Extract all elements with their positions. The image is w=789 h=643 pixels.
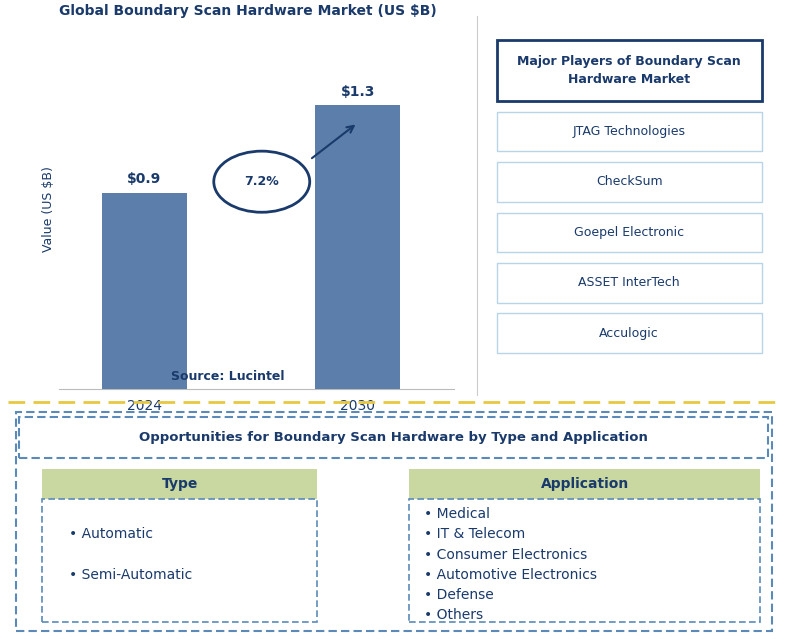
FancyBboxPatch shape <box>409 500 761 622</box>
Text: Type: Type <box>162 477 198 491</box>
Text: • Automatic: • Automatic <box>69 527 153 541</box>
Text: JTAG Technologies: JTAG Technologies <box>573 125 686 138</box>
FancyBboxPatch shape <box>20 417 768 458</box>
Text: Opportunities for Boundary Scan Hardware by Type and Application: Opportunities for Boundary Scan Hardware… <box>140 431 648 444</box>
FancyBboxPatch shape <box>497 40 761 101</box>
Text: • Medical: • Medical <box>424 507 490 521</box>
Text: CheckSum: CheckSum <box>596 176 663 188</box>
Text: • Automotive Electronics: • Automotive Electronics <box>424 568 597 582</box>
Text: 7.2%: 7.2% <box>245 175 279 188</box>
Text: • Consumer Electronics: • Consumer Electronics <box>424 548 588 561</box>
FancyBboxPatch shape <box>497 313 761 353</box>
FancyBboxPatch shape <box>43 500 317 622</box>
Text: Major Players of Boundary Scan
Hardware Market: Major Players of Boundary Scan Hardware … <box>518 55 741 86</box>
FancyBboxPatch shape <box>43 469 317 500</box>
Text: Acculogic: Acculogic <box>600 327 659 340</box>
Text: $1.3: $1.3 <box>341 85 375 99</box>
Text: Global Boundary Scan Hardware Market (US $B): Global Boundary Scan Hardware Market (US… <box>59 4 437 18</box>
Text: • Semi-Automatic: • Semi-Automatic <box>69 568 193 582</box>
Text: $0.9: $0.9 <box>127 172 162 186</box>
FancyBboxPatch shape <box>497 162 761 202</box>
Text: Goepel Electronic: Goepel Electronic <box>574 226 684 239</box>
FancyBboxPatch shape <box>497 263 761 303</box>
Bar <box>315 105 400 389</box>
Text: ASSET InterTech: ASSET InterTech <box>578 276 680 289</box>
Bar <box>102 193 187 389</box>
FancyBboxPatch shape <box>409 469 761 500</box>
Text: Application: Application <box>540 477 629 491</box>
Y-axis label: Value (US $B): Value (US $B) <box>42 166 55 252</box>
FancyBboxPatch shape <box>497 112 761 151</box>
Text: • Others: • Others <box>424 608 484 622</box>
FancyBboxPatch shape <box>16 412 772 631</box>
Text: • IT & Telecom: • IT & Telecom <box>424 527 525 541</box>
Text: • Defense: • Defense <box>424 588 494 602</box>
Text: Source: Lucintel: Source: Lucintel <box>170 370 284 383</box>
FancyBboxPatch shape <box>497 213 761 252</box>
